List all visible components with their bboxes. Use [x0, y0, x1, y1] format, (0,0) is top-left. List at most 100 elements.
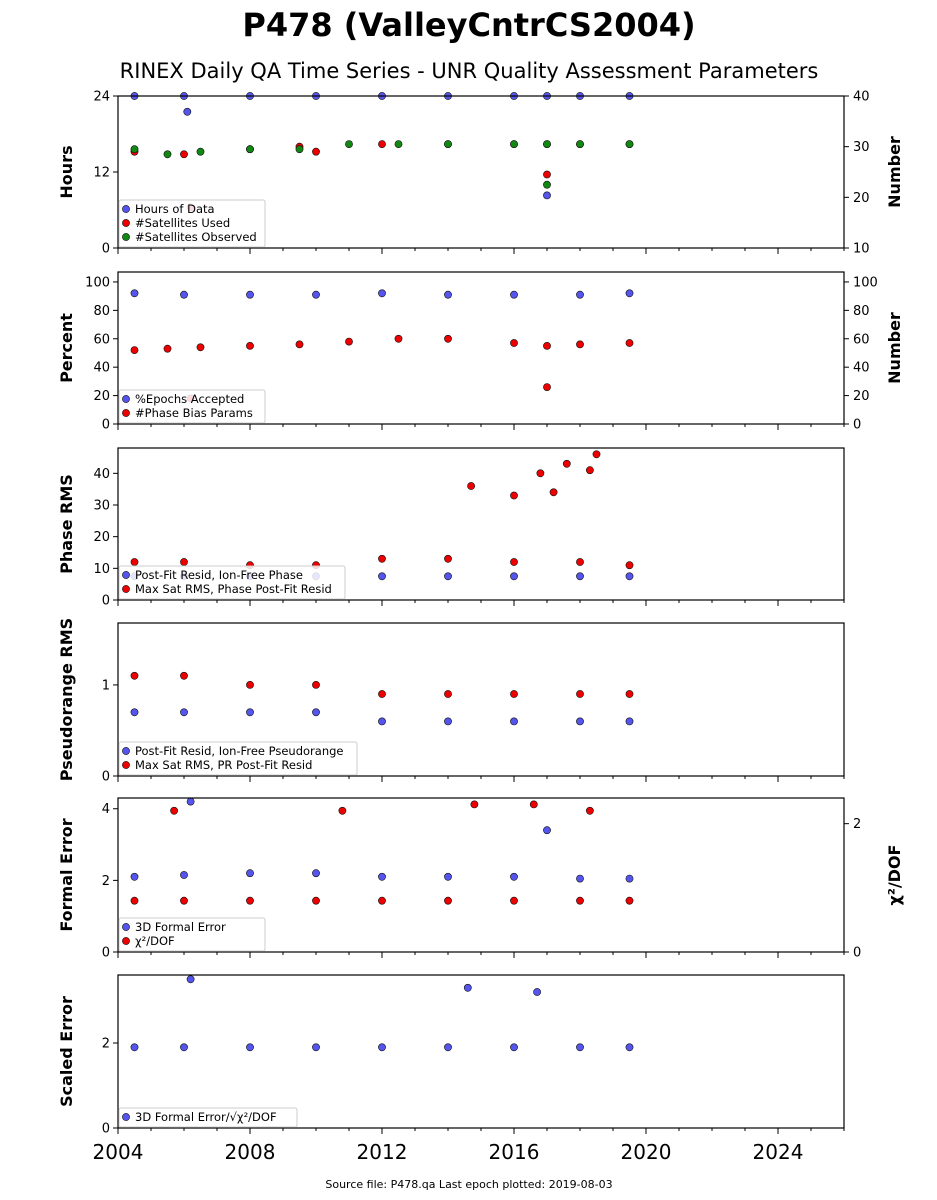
- data-point: [510, 572, 518, 581]
- data-point: [444, 572, 452, 581]
- data-point: [510, 491, 518, 500]
- data-point: [444, 872, 452, 881]
- y-tick-label: 60: [93, 332, 110, 347]
- y-right-tick-label: 100: [853, 275, 878, 290]
- data-point: [510, 339, 518, 347]
- y-right-tick-label: 30: [853, 140, 870, 155]
- data-point: [130, 872, 139, 881]
- data-point: [130, 671, 139, 680]
- data-point: [130, 145, 139, 154]
- data-point: [130, 708, 139, 717]
- legend-marker: [122, 585, 130, 593]
- data-point: [543, 191, 551, 200]
- data-point: [338, 806, 347, 815]
- data-point: [180, 671, 188, 680]
- data-point: [625, 717, 634, 726]
- legend-label: #Phase Bias Params: [135, 406, 253, 420]
- y-axis-label: Hours: [57, 145, 76, 198]
- data-point: [183, 107, 192, 116]
- y-tick-label: 4: [102, 802, 110, 817]
- data-point: [130, 289, 139, 298]
- data-point: [180, 708, 188, 717]
- data-point: [576, 690, 584, 698]
- y-tick-label: 10: [93, 562, 110, 577]
- data-point: [312, 708, 320, 717]
- data-point: [576, 1043, 584, 1052]
- data-point: [510, 872, 518, 881]
- data-point: [163, 150, 172, 159]
- y-right-tick-label: 20: [853, 389, 870, 404]
- data-point: [470, 800, 479, 809]
- data-point: [543, 170, 551, 179]
- data-point: [625, 1043, 634, 1052]
- x-tick-label: 2024: [753, 1140, 804, 1164]
- data-point: [394, 334, 403, 343]
- legend-marker: [122, 1113, 130, 1121]
- legend-marker: [122, 409, 130, 417]
- y-axis-label: Pseudorange RMS: [57, 618, 76, 781]
- y-axis-label: Scaled Error: [57, 996, 76, 1107]
- data-point: [180, 558, 188, 566]
- y-tick-label: 0: [102, 594, 110, 609]
- y-right-tick-label: 20: [853, 191, 870, 206]
- data-point: [592, 450, 601, 459]
- x-tick-label: 2004: [93, 1140, 144, 1164]
- data-point: [576, 896, 584, 905]
- data-point: [312, 681, 320, 689]
- data-point: [576, 340, 584, 349]
- data-point: [312, 147, 320, 156]
- x-tick-label: 2020: [621, 1140, 672, 1164]
- panel-frame: [117, 974, 845, 1129]
- y-tick-label: 12: [93, 166, 110, 181]
- data-point: [543, 140, 551, 148]
- data-point: [312, 896, 320, 905]
- legend-label: Max Sat RMS, PR Post-Fit Resid: [135, 758, 312, 772]
- data-point: [295, 340, 304, 349]
- data-point: [180, 871, 188, 879]
- y-tick-label: 30: [93, 499, 110, 514]
- data-point: [345, 337, 353, 346]
- data-point: [378, 872, 386, 881]
- data-point: [180, 896, 188, 905]
- series-1-3: [130, 140, 634, 189]
- x-tick-label: 2008: [225, 1140, 276, 1164]
- data-point: [180, 150, 188, 159]
- data-point: [510, 558, 518, 566]
- data-point: [246, 681, 254, 689]
- data-point: [246, 1043, 254, 1052]
- data-point: [378, 896, 386, 905]
- data-point: [394, 140, 403, 148]
- data-point: [444, 1043, 452, 1052]
- data-point: [510, 896, 518, 905]
- data-point: [625, 690, 634, 698]
- data-point: [562, 459, 571, 468]
- data-point: [549, 488, 558, 497]
- data-point: [625, 289, 634, 298]
- data-point: [625, 896, 634, 905]
- y-right-tick-label: 60: [853, 332, 870, 347]
- y-tick-label: 80: [93, 304, 110, 319]
- data-point: [543, 180, 551, 189]
- data-point: [444, 554, 452, 563]
- y-axis-label: Formal Error: [57, 818, 76, 931]
- data-point: [130, 896, 139, 905]
- legend-box: [118, 199, 266, 248]
- data-point: [586, 806, 594, 815]
- legend-box: [118, 1107, 298, 1128]
- panel-6: 0 2 Scaled Error 3D Formal Error/√χ²/DOF: [57, 974, 845, 1137]
- legend-label: 3D Formal Error: [135, 920, 226, 934]
- data-point: [378, 1043, 386, 1052]
- y-right-tick-label: 40: [853, 90, 870, 105]
- legend-marker: [122, 395, 130, 403]
- data-point: [246, 290, 254, 299]
- data-point: [576, 874, 584, 883]
- data-point: [510, 290, 518, 299]
- data-point: [625, 874, 634, 883]
- data-point: [510, 717, 518, 726]
- data-point: [536, 469, 545, 478]
- legend: Hours of Data#Satellites Used#Satellites…: [118, 199, 266, 248]
- y-tick-label: 2: [102, 874, 110, 889]
